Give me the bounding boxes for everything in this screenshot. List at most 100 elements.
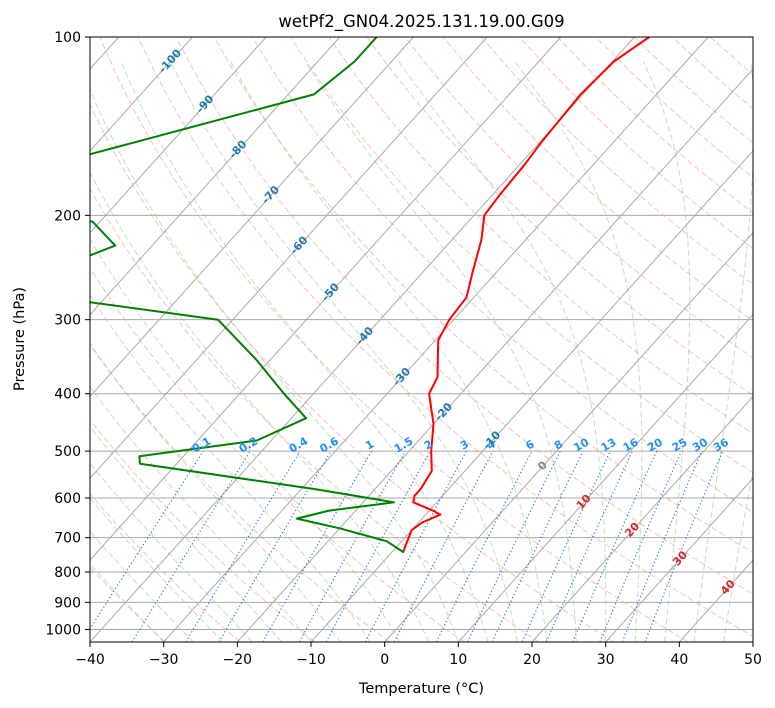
dry-adiabat-line — [633, 37, 753, 144]
mixing-ratio-label: 0.2 — [237, 435, 260, 456]
dry-adiabat-line — [90, 187, 540, 642]
series-temperature-line — [402, 37, 651, 553]
mixing-ratio-line — [572, 450, 658, 642]
dry-adiabat-line — [366, 37, 753, 396]
mixing-ratio-line — [435, 450, 533, 642]
dry-adiabat-line — [709, 37, 753, 76]
moist-adiabat-line — [90, 462, 253, 642]
mixing-ratio-line — [521, 450, 611, 642]
mixing-ratio-label: 8 — [552, 438, 565, 453]
y-tick-label: 800 — [54, 565, 81, 581]
dry-adiabat-line — [404, 37, 753, 359]
x-tick-label: −20 — [223, 652, 253, 668]
dry-adiabat-line — [595, 37, 753, 179]
mixing-ratio-line — [393, 450, 494, 642]
plot-frame — [89, 36, 754, 643]
y-tick-label: 600 — [54, 491, 81, 507]
moist-adiabat-line — [90, 294, 371, 642]
mixing-ratio-line — [218, 450, 332, 642]
mixing-ratio-line — [262, 450, 373, 642]
mixing-ratio-label: 0.6 — [318, 434, 342, 455]
x-tick-label: −10 — [296, 652, 326, 668]
y-tick-label: 300 — [54, 313, 81, 329]
isotherm-line — [90, 37, 341, 316]
moist-adiabat-line — [305, 61, 577, 642]
isotherm-line — [752, 641, 753, 642]
isotherm-line — [90, 37, 267, 234]
isotherm-line — [90, 37, 414, 398]
plot-area: 0.1 0.2 0.4 0.6 1 1.5 2 3 4 6 8 10 13 16 20 25 30 36-100-… — [90, 37, 753, 642]
isotherm-line — [236, 68, 753, 642]
mixing-ratio-line — [467, 450, 561, 642]
moist-adiabat-line — [90, 386, 312, 642]
y-tick-label: 500 — [54, 444, 81, 460]
mixing-ratio-label: 36 — [711, 435, 731, 454]
x-tick-label: 0 — [380, 652, 389, 668]
x-tick-label: 30 — [597, 652, 615, 668]
moist-adiabat-line — [90, 425, 282, 642]
y-tick-label: 200 — [54, 208, 81, 224]
x-tick-label: 50 — [744, 652, 762, 668]
chart-title: wetPf2_GN04.2025.131.19.00.G09 — [278, 12, 564, 32]
mixing-ratio-label: 3 — [458, 438, 471, 453]
dry-adiabat-line — [748, 37, 753, 42]
moist-adiabat-line — [170, 61, 518, 642]
x-tick-label: 40 — [670, 652, 688, 668]
moist-adiabat-line — [643, 61, 691, 642]
mixing-ratio-line — [90, 450, 204, 630]
mixing-ratio-label: 0.4 — [287, 434, 311, 455]
y-tick-label: 100 — [54, 30, 81, 46]
moist-adiabat-line — [90, 563, 165, 642]
dry-adiabat-line — [519, 37, 753, 249]
moist-adiabat-line — [90, 497, 223, 642]
mixing-ratio-label: 10 — [571, 435, 591, 454]
dry-adiabat-line — [442, 37, 753, 322]
mixing-ratio-line — [325, 450, 431, 642]
moist-adiabat-line — [723, 468, 753, 642]
mixing-ratio-line — [621, 450, 703, 642]
moist-adiabat-line — [398, 61, 607, 642]
dry-adiabat-line — [213, 37, 753, 554]
mixing-ratio-label: 16 — [621, 435, 641, 454]
moist-adiabat-line — [230, 61, 548, 642]
dry-adiabat-line — [175, 37, 753, 595]
mixing-ratio-line — [644, 450, 724, 642]
isotherm-line — [90, 37, 193, 152]
mixing-ratio-label: 6 — [523, 437, 536, 452]
x-tick-label: −40 — [75, 652, 105, 668]
mixing-ratio-lines — [90, 450, 724, 642]
series-dewpoint-line — [90, 37, 405, 553]
moist-adiabat-line — [90, 171, 430, 642]
mixing-ratio-label: 0.1 — [190, 435, 213, 456]
dry-adiabat-line — [90, 418, 316, 642]
mixing-ratio-line — [545, 450, 633, 642]
profile-series — [90, 37, 651, 553]
mixing-ratio-line — [599, 450, 682, 642]
dry-adiabats — [90, 37, 753, 642]
isotherm-line — [605, 477, 753, 642]
dry-adiabat-line — [137, 37, 753, 637]
x-axis-label: Temperature (°C) — [358, 681, 484, 697]
moist-adiabat-line — [90, 342, 341, 642]
y-tick-label: 700 — [54, 531, 81, 547]
mixing-ratio-line — [298, 450, 406, 642]
isotherm-line — [310, 150, 753, 642]
isotherm-line — [90, 37, 562, 561]
moist-adiabat-line — [90, 238, 400, 642]
moist-adiabat-line — [693, 61, 753, 642]
isobar-gridlines — [90, 37, 753, 630]
dry-adiabat-line — [251, 37, 753, 513]
dry-adiabat-line — [557, 37, 753, 214]
dry-adiabat-line — [328, 37, 753, 435]
x-tick-label: −30 — [149, 652, 179, 668]
dry-adiabat-line — [90, 267, 465, 642]
mixing-ratio-label: 1 — [363, 438, 376, 453]
dry-adiabat-line — [90, 493, 241, 642]
isotherm-line — [384, 231, 753, 642]
mixing-ratio-line — [131, 450, 251, 642]
isotherm-line — [531, 395, 753, 642]
isotherm-line — [457, 313, 753, 642]
moist-adiabats — [90, 61, 753, 642]
y-axis-label: Pressure (hPa) — [12, 287, 28, 391]
mixing-ratio-line — [491, 450, 584, 642]
